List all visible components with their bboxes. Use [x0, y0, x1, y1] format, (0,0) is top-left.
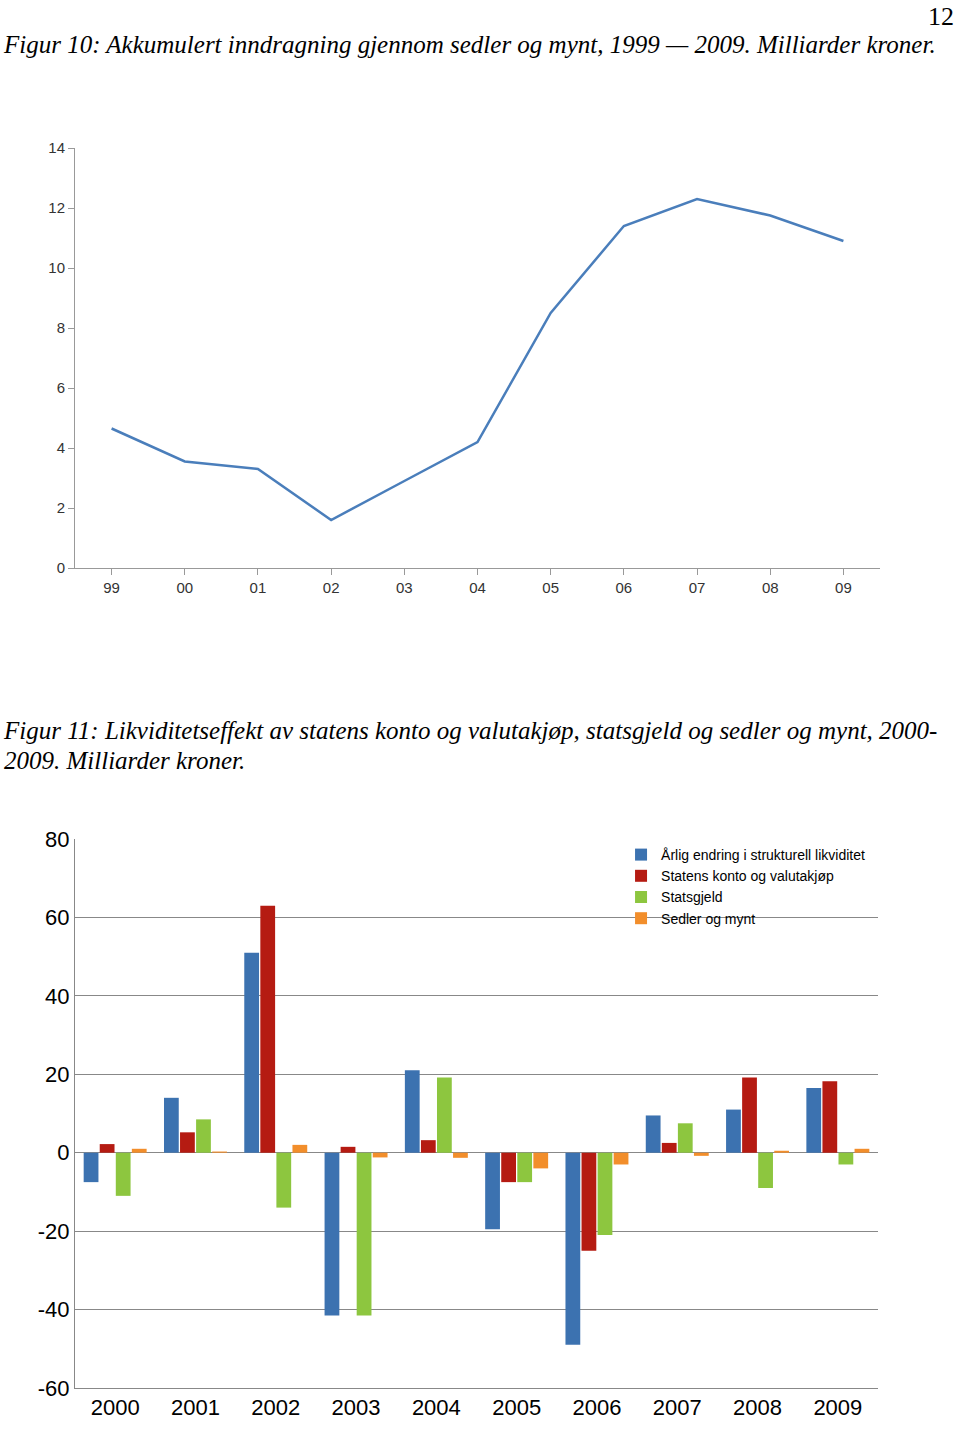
svg-text:2009: 2009 [813, 1395, 862, 1420]
svg-text:60: 60 [45, 905, 69, 930]
svg-text:40: 40 [45, 984, 69, 1009]
svg-text:2002: 2002 [251, 1395, 300, 1420]
svg-text:02: 02 [323, 579, 340, 596]
svg-text:07: 07 [689, 579, 706, 596]
svg-text:09: 09 [835, 579, 852, 596]
svg-text:2001: 2001 [171, 1395, 220, 1420]
svg-text:Statens konto og valutakjøp: Statens konto og valutakjøp [661, 868, 834, 884]
svg-text:05: 05 [542, 579, 559, 596]
svg-text:80: 80 [45, 827, 69, 852]
svg-text:2007: 2007 [653, 1395, 702, 1420]
svg-text:0: 0 [57, 559, 65, 576]
svg-text:01: 01 [250, 579, 267, 596]
svg-text:20: 20 [45, 1062, 69, 1087]
svg-text:12: 12 [48, 199, 65, 216]
svg-text:Statsgjeld: Statsgjeld [661, 889, 722, 905]
svg-text:-40: -40 [38, 1297, 70, 1322]
svg-text:04: 04 [469, 579, 486, 596]
svg-text:00: 00 [176, 579, 193, 596]
svg-text:2004: 2004 [412, 1395, 461, 1420]
svg-text:2003: 2003 [332, 1395, 381, 1420]
svg-text:2005: 2005 [492, 1395, 541, 1420]
svg-text:Årlig endring i strukturell li: Årlig endring i strukturell likviditet [661, 847, 865, 863]
svg-text:8: 8 [57, 319, 65, 336]
svg-text:08: 08 [762, 579, 779, 596]
svg-text:10: 10 [48, 259, 65, 276]
html-text:12: 12 [928, 2, 954, 31]
svg-text:-60: -60 [38, 1376, 70, 1401]
svg-text:2006: 2006 [572, 1395, 621, 1420]
svg-text:Sedler og mynt: Sedler og mynt [661, 911, 755, 927]
svg-text:2: 2 [57, 499, 65, 516]
svg-text:99: 99 [103, 579, 120, 596]
svg-text:6: 6 [57, 379, 65, 396]
svg-text:14: 14 [48, 139, 65, 156]
svg-text:2000: 2000 [91, 1395, 140, 1420]
svg-text:03: 03 [396, 579, 413, 596]
svg-text:-20: -20 [38, 1219, 70, 1244]
html-text:Figur 10: Akkumulert inndragni: Figur 10: Akkumulert inndragning gjennom… [4, 31, 936, 58]
svg-text:06: 06 [616, 579, 633, 596]
svg-text:4: 4 [57, 439, 65, 456]
svg-text:2008: 2008 [733, 1395, 782, 1420]
html-text:Figur 11: Likviditetseffekt av: Figur 11: Likviditetseffekt av statens k… [4, 717, 938, 774]
svg-text:0: 0 [57, 1140, 69, 1165]
